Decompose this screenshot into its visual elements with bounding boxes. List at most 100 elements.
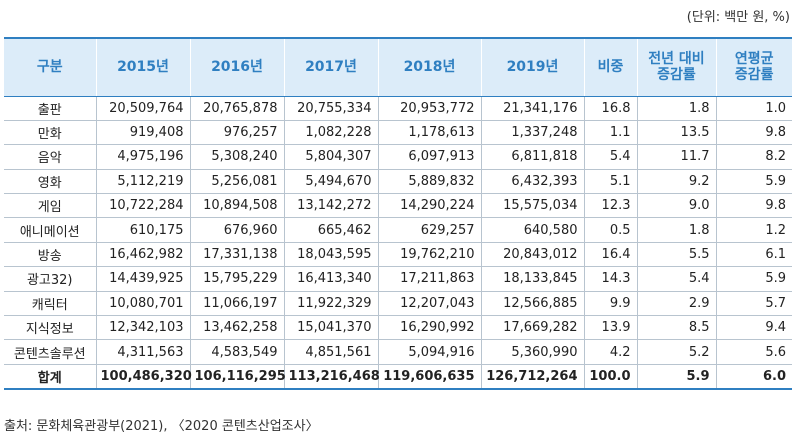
cell-yoy: 11.7 (636, 144, 716, 170)
cell-yoy: 1.8 (636, 217, 716, 243)
table-row: 방송 16,462,982 17,331,138 18,043,595 19,762,2… (4, 242, 792, 268)
cell-share: 5.1 (583, 169, 637, 195)
table-row: 지식정보 12,342,103 13,462,258 15,041,370 16,290… (4, 315, 792, 341)
cell-cagr: 5.9 (715, 266, 792, 292)
header-2015: 2015년 (95, 37, 190, 97)
table-row: 출판 20,509,764 20,765,878 20,755,334 20,953,7… (4, 96, 792, 121)
cell-y2015: 100,486,320 (95, 364, 192, 391)
cell-y2015: 4,311,563 (95, 339, 190, 365)
cell-category: 광고32) (4, 266, 96, 292)
cell-category: 콘텐츠솔루션 (4, 339, 96, 365)
cell-y2015: 14,439,925 (95, 266, 190, 292)
cell-y2018: 16,290,992 (377, 315, 481, 341)
cell-yoy: 1.8 (636, 96, 716, 121)
cell-y2015: 4,975,196 (95, 144, 190, 170)
cell-cagr: 9.4 (715, 315, 792, 341)
header-2017: 2017년 (283, 37, 378, 97)
cell-yoy: 2.9 (636, 291, 716, 317)
content-industry-sales-table: 구분 2015년 2016년 2017년 2018년 2019년 비중 전년 대… (4, 37, 792, 391)
cell-y2017: 5,804,307 (283, 144, 378, 170)
cell-y2017: 18,043,595 (283, 242, 378, 268)
header-row: 구분 2015년 2016년 2017년 2018년 2019년 비중 전년 대… (4, 37, 792, 97)
cell-share: 0.5 (583, 217, 637, 243)
cell-y2016: 976,257 (189, 120, 284, 146)
cell-y2015: 5,112,219 (95, 169, 190, 195)
cell-category: 지식정보 (4, 315, 96, 341)
cell-y2018: 19,762,210 (377, 242, 481, 268)
table-row: 음악 4,975,196 5,308,240 5,804,307 6,097,913 6,… (4, 144, 792, 170)
cell-y2015: 10,080,701 (95, 291, 190, 317)
cell-y2018: 6,097,913 (377, 144, 481, 170)
cell-y2017: 20,755,334 (283, 96, 378, 121)
cell-y2019: 18,133,845 (480, 266, 584, 292)
cell-share: 16.8 (583, 96, 637, 121)
cell-yoy: 5.5 (636, 242, 716, 268)
cell-share: 12.3 (583, 193, 637, 219)
cell-share: 5.4 (583, 144, 637, 170)
cell-y2019: 15,575,034 (480, 193, 584, 219)
cell-y2016: 4,583,549 (189, 339, 284, 365)
cell-category: 애니메이션 (4, 217, 96, 243)
cell-share: 14.3 (583, 266, 637, 292)
cell-y2016: 10,894,508 (189, 193, 284, 219)
cell-category: 영화 (4, 169, 96, 195)
cell-y2019: 12,566,885 (480, 291, 584, 317)
cell-yoy: 8.5 (636, 315, 716, 341)
cell-y2018: 17,211,863 (377, 266, 481, 292)
cell-cagr: 1.0 (715, 96, 792, 121)
cell-y2017: 11,922,329 (283, 291, 378, 317)
cell-share: 100.0 (583, 364, 637, 391)
cell-cagr: 9.8 (715, 193, 792, 219)
cell-y2017: 16,413,340 (283, 266, 378, 292)
cell-category: 만화 (4, 120, 96, 146)
cell-y2019: 640,580 (480, 217, 584, 243)
cell-y2019: 1,337,248 (480, 120, 584, 146)
cell-cagr: 8.2 (715, 144, 792, 170)
cell-category: 합계 (4, 364, 96, 391)
cell-y2017: 4,851,561 (283, 339, 378, 365)
cell-y2018: 12,207,043 (377, 291, 481, 317)
cell-y2017: 665,462 (283, 217, 378, 243)
table-body: 출판 20,509,764 20,765,878 20,755,334 20,953,7… (4, 96, 792, 391)
cell-cagr: 5.7 (715, 291, 792, 317)
header-category: 구분 (4, 37, 96, 97)
table-row: 광고32) 14,439,925 15,795,229 16,413,340 17,21… (4, 266, 792, 292)
cell-y2019: 6,811,818 (480, 144, 584, 170)
cell-cagr: 1.2 (715, 217, 792, 243)
cell-yoy: 5.2 (636, 339, 716, 365)
cell-y2015: 12,342,103 (95, 315, 190, 341)
cell-y2015: 16,462,982 (95, 242, 190, 268)
cell-y2016: 17,331,138 (189, 242, 284, 268)
cell-y2019: 126,712,264 (480, 364, 584, 391)
cell-y2018: 20,953,772 (377, 96, 481, 121)
cell-share: 4.2 (583, 339, 637, 365)
header-2018: 2018년 (377, 37, 481, 97)
cell-y2016: 106,116,295 (189, 364, 286, 391)
cell-y2017: 13,142,272 (283, 193, 378, 219)
cell-cagr: 5.6 (715, 339, 792, 365)
cell-y2018: 1,178,613 (377, 120, 481, 146)
table-row: 애니메이션 610,175 676,960 665,462 629,257 640,580… (4, 217, 792, 243)
cell-category: 캐릭터 (4, 291, 96, 317)
cell-y2015: 10,722,284 (95, 193, 190, 219)
cell-y2018: 629,257 (377, 217, 481, 243)
cell-yoy: 9.2 (636, 169, 716, 195)
cell-y2015: 919,408 (95, 120, 190, 146)
cell-share: 9.9 (583, 291, 637, 317)
cell-cagr: 6.0 (715, 364, 792, 391)
header-share: 비중 (583, 37, 637, 97)
cell-y2016: 5,256,081 (189, 169, 284, 195)
cell-yoy: 5.4 (636, 266, 716, 292)
cell-y2015: 610,175 (95, 217, 190, 243)
cell-y2019: 20,843,012 (480, 242, 584, 268)
cell-y2016: 5,308,240 (189, 144, 284, 170)
table-row: 콘텐츠솔루션 4,311,563 4,583,549 4,851,561 5,094,9… (4, 339, 792, 365)
cell-y2016: 15,795,229 (189, 266, 284, 292)
table-row: 만화 919,408 976,257 1,082,228 1,178,613 1,337,… (4, 120, 792, 146)
cell-cagr: 5.9 (715, 169, 792, 195)
cell-y2019: 6,432,393 (480, 169, 584, 195)
cell-category: 게임 (4, 193, 96, 219)
cell-y2019: 17,669,282 (480, 315, 584, 341)
cell-y2018: 119,606,635 (377, 364, 481, 391)
cell-y2019: 21,341,176 (480, 96, 584, 121)
